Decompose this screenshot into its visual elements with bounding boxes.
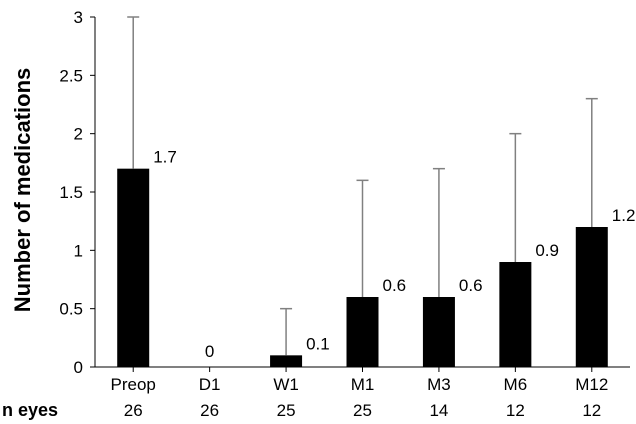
y-tick-label: 1: [74, 241, 83, 260]
n-eyes-value: 25: [277, 401, 296, 420]
x-tick-label: D1: [199, 375, 221, 394]
n-eyes-label: n eyes: [2, 400, 58, 420]
n-eyes-value: 25: [353, 401, 372, 420]
bar-w1: [270, 355, 303, 367]
n-eyes-value: 26: [124, 401, 143, 420]
y-tick-label: 0: [74, 358, 83, 377]
y-tick-label: 0.5: [59, 300, 83, 319]
n-eyes-value: 26: [200, 401, 219, 420]
y-tick-label: 3: [74, 8, 83, 27]
data-label: 1.2: [612, 206, 636, 225]
axes: 0 0.5 1 1.5 2 2.5 3 Preop 26 D1 26 W1 25 M1 25 M3 14 M6 12…: [59, 8, 630, 420]
n-eyes-value: 12: [582, 401, 601, 420]
data-label: 0.6: [459, 276, 483, 295]
n-eyes-value: 12: [506, 401, 525, 420]
data-label: 0.9: [535, 241, 559, 260]
x-tick-label: M1: [351, 375, 375, 394]
bar-m12: [575, 227, 608, 367]
bars: 1.7 0 0.1 0.6 0.6 0.9 1.2: [117, 16, 636, 367]
bar-m6: [499, 262, 532, 367]
x-tick-label: W1: [273, 375, 299, 394]
data-label: 1.7: [153, 148, 177, 167]
n-eyes-value: 14: [429, 401, 448, 420]
data-label: 0: [205, 342, 214, 361]
y-axis-label: Number of medications: [10, 68, 35, 312]
x-tick-label: M6: [504, 375, 528, 394]
data-label: 0.1: [306, 334, 330, 353]
bar-preop: [117, 168, 150, 367]
bar-m3: [422, 297, 455, 367]
x-tick-label: M12: [575, 375, 608, 394]
y-tick-label: 2: [74, 125, 83, 144]
x-tick-label: M3: [427, 375, 451, 394]
data-label: 0.6: [383, 276, 407, 295]
bar-m1: [346, 297, 379, 367]
y-tick-label: 1.5: [59, 183, 83, 202]
y-tick-label: 2.5: [59, 66, 83, 85]
x-tick-label: Preop: [111, 375, 156, 394]
